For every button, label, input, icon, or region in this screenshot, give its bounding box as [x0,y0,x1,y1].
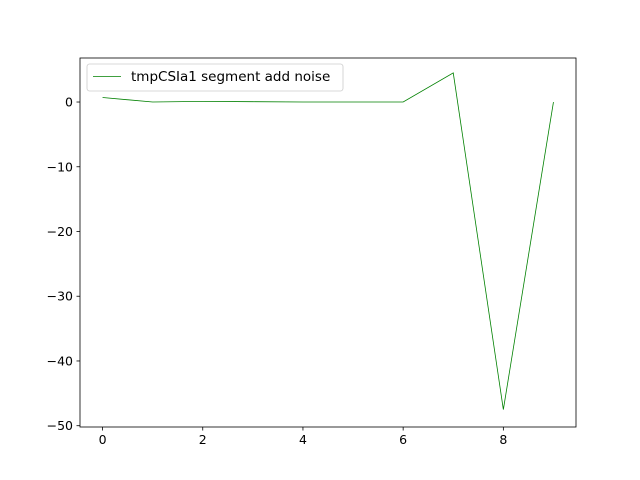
series-line [102,72,554,410]
y-tick-label: −20 [47,224,73,239]
y-tick-label: −10 [47,159,73,174]
x-tick-label: 2 [199,432,207,447]
legend-entry-label: tmpCSIa1 segment add noise [131,69,330,85]
plot-frame [79,57,577,428]
y-tick-label: −30 [47,289,73,304]
legend-box [86,63,344,92]
y-tick-label: −40 [47,353,73,368]
x-tick-label: 8 [499,432,507,447]
y-axis-ticks: 0 −10 −20 −30 −40 −50 [47,95,80,433]
x-tick-label: 0 [99,432,107,447]
y-tick-label: −50 [47,418,73,433]
y-tick-label: 0 [65,95,73,110]
x-axis-ticks: 0 2 4 6 8 [99,427,507,447]
x-tick-label: 4 [299,432,307,447]
x-tick-label: 6 [399,432,407,447]
legend: tmpCSIa1 segment add noise [86,63,344,92]
series-layer [102,72,554,410]
